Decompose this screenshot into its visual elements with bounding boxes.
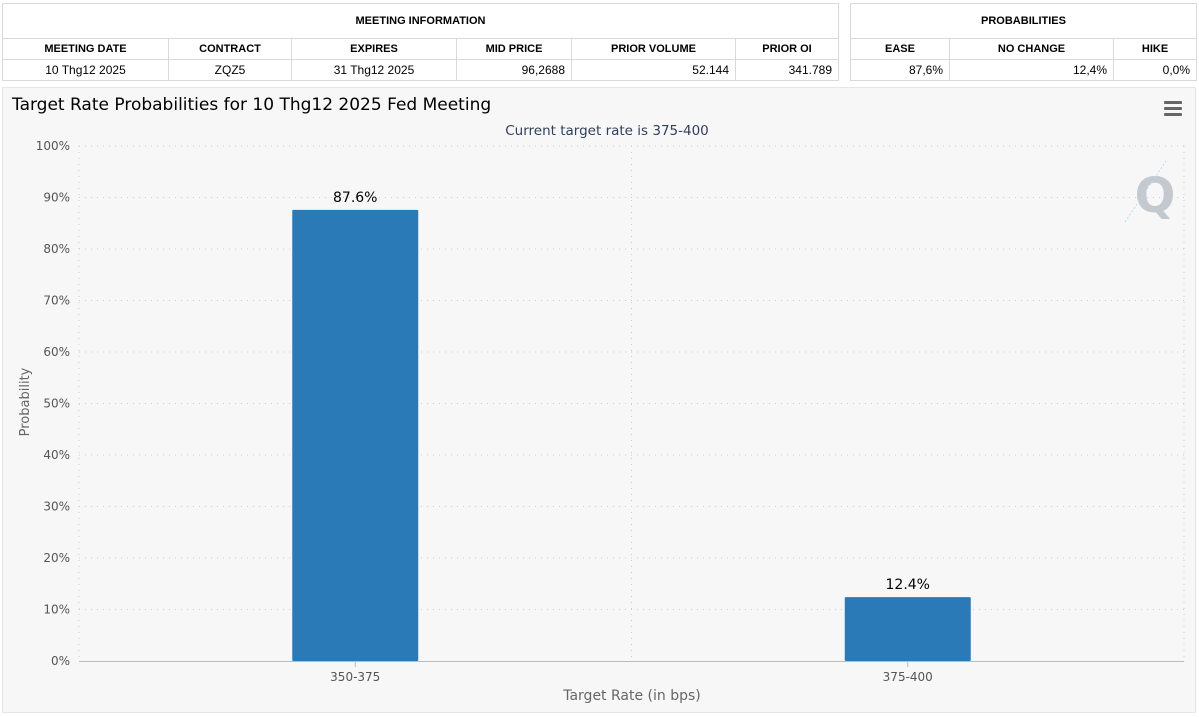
y-tick-label: 70% [43, 294, 70, 308]
column-header-prior-oi: PRIOR OI [735, 38, 839, 60]
y-tick-label: 20% [43, 551, 70, 565]
column-header-ease: EASE [850, 38, 950, 60]
data-label: 87.6% [333, 190, 377, 206]
meeting-information-title: MEETING INFORMATION [2, 3, 839, 39]
meeting-date-cell: 10 Thg12 2025 [2, 59, 169, 81]
y-tick-label: 40% [43, 448, 70, 462]
x-tick-label: 350-375 [330, 670, 380, 684]
x-tick-label: 375-400 [883, 670, 933, 684]
bar-375-400[interactable] [844, 597, 971, 661]
no-change-cell: 12,4% [949, 59, 1114, 81]
meeting-information-panel: MEETING INFORMATION MEETING DATE CONTRAC… [2, 3, 839, 81]
y-tick-label: 100% [36, 139, 70, 153]
bar-350-375[interactable] [292, 209, 419, 662]
q-logo-icon: Q [1124, 160, 1176, 224]
x-axis-label: Target Rate (in bps) [562, 688, 701, 704]
chart-container: Target Rate Probabilities for 10 Thg12 2… [2, 87, 1196, 713]
hike-cell: 0,0% [1112, 59, 1198, 81]
column-header-hike: HIKE [1112, 38, 1198, 60]
table-row: 87,6% 12,4% 0,0% [850, 59, 1198, 81]
y-tick-label: 50% [43, 397, 70, 411]
column-header-no-change: NO CHANGE [949, 38, 1114, 60]
column-header-mid-price: MID PRICE [456, 38, 572, 60]
contract-cell: ZQZ5 [168, 59, 292, 81]
data-label: 12.4% [886, 577, 930, 593]
mid-price-cell: 96,2688 [456, 59, 572, 81]
y-tick-label: 10% [43, 603, 70, 617]
bar-chart: Target Rate Probabilities for 10 Thg12 2… [11, 95, 1185, 704]
probabilities-panel: PROBABILITIES EASE NO CHANGE HIKE 87,6% … [849, 3, 1198, 81]
column-header-prior-volume: PRIOR VOLUME [571, 38, 736, 60]
probabilities-title: PROBABILITIES [849, 3, 1198, 39]
column-header-meeting-date: MEETING DATE [2, 38, 169, 60]
prior-volume-cell: 52.144 [571, 59, 736, 81]
expires-cell: 31 Thg12 2025 [291, 59, 457, 81]
table-row: 10 Thg12 2025 ZQZ5 31 Thg12 2025 96,2688… [2, 59, 839, 81]
chart-title: Target Rate Probabilities for 10 Thg12 2… [11, 95, 491, 115]
y-axis-label: Probability [18, 367, 33, 436]
y-tick-label: 0% [51, 654, 70, 668]
ease-cell: 87,6% [850, 59, 950, 81]
meeting-information-table: MEETING INFORMATION MEETING DATE CONTRAC… [2, 3, 839, 81]
column-header-contract: CONTRACT [168, 38, 292, 60]
y-tick-label: 60% [43, 345, 70, 359]
y-tick-label: 90% [43, 191, 70, 205]
svg-text:Q: Q [1135, 168, 1176, 224]
y-tick-label: 30% [43, 500, 70, 514]
y-tick-label: 80% [43, 242, 70, 256]
column-header-expires: EXPIRES [291, 38, 457, 60]
probabilities-table: PROBABILITIES EASE NO CHANGE HIKE 87,6% … [849, 3, 1198, 81]
prior-oi-cell: 341.789 [735, 59, 839, 81]
hamburger-menu-icon[interactable] [1161, 98, 1185, 120]
chart-subtitle: Current target rate is 375-400 [505, 123, 709, 139]
